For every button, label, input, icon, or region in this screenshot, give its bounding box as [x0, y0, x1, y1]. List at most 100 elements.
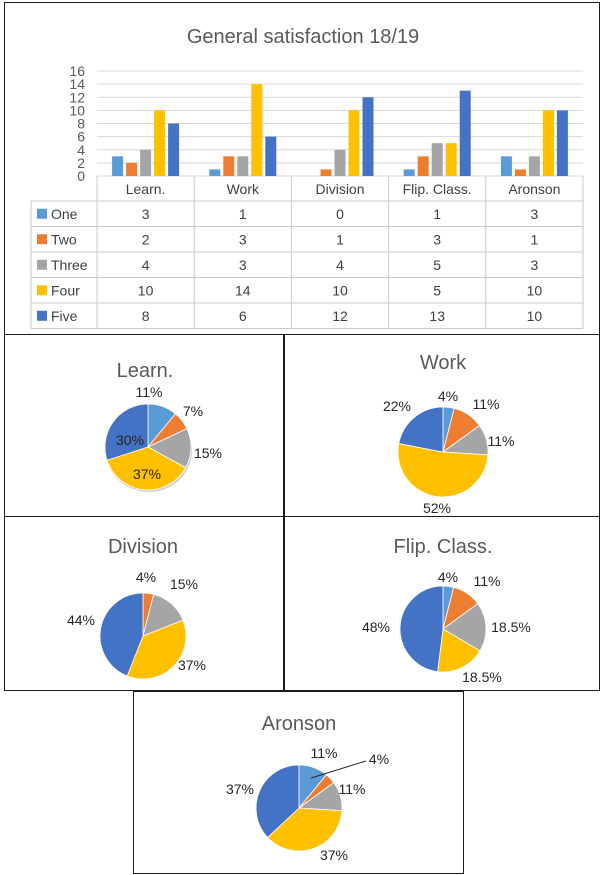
- legend-label: Five: [51, 308, 78, 324]
- category-label: Learn.: [126, 181, 166, 197]
- table-cell: 3: [531, 257, 539, 273]
- table-cell: 10: [527, 308, 543, 324]
- legend-key-five: [37, 310, 47, 321]
- pie-label-one: 4%: [438, 569, 458, 585]
- pie-label-five: 37%: [226, 781, 254, 797]
- pie-title-division: Division: [108, 536, 178, 558]
- legend-key-two: [37, 234, 47, 245]
- table-cell: 6: [239, 308, 247, 324]
- pie-slice-five: [399, 585, 444, 673]
- pie-title-work: Work: [420, 352, 467, 374]
- bar-one-1: [112, 156, 124, 176]
- bar-two-1: [126, 162, 138, 176]
- bar-one-4: [403, 169, 415, 176]
- legend-label: Two: [51, 231, 77, 247]
- table-cell: 1: [336, 231, 344, 247]
- table-cell: 3: [239, 231, 247, 247]
- table-cell: 13: [429, 308, 445, 324]
- bar-four-4: [445, 143, 457, 176]
- pie-slice-five: [255, 764, 300, 839]
- y-tick-label: 16: [69, 63, 85, 79]
- category-label: Aronson: [508, 181, 560, 197]
- pie-title-aronson: Aronson: [262, 713, 337, 735]
- bar-two-2: [223, 156, 235, 176]
- pie-slice-five: [99, 592, 144, 677]
- table-cell: 10: [138, 282, 154, 298]
- pie-label-three: 11%: [339, 781, 366, 797]
- pie-slice-four: [126, 619, 187, 680]
- pie-chart-flip-class: Flip. Class. 4% 11% 18.5% 18.5% 48%: [362, 536, 531, 685]
- bar-four-5: [542, 110, 554, 176]
- pie-label-three: 18.5%: [491, 619, 531, 635]
- table-cell: 8: [142, 308, 150, 324]
- bar-five-1: [168, 123, 180, 176]
- table-cell: 14: [235, 282, 251, 298]
- pie-slice-four: [397, 443, 489, 498]
- pie-chart-work: Work 4% 11% 11% 52% 22%: [383, 352, 515, 516]
- bar-four-1: [154, 110, 166, 176]
- pie-label-four: 37%: [133, 466, 161, 482]
- bar-five-3: [362, 97, 374, 176]
- bar-chart-panel: General satisfaction 18/19 0 2 4 6 8 10 12 14 16 L…: [4, 2, 600, 335]
- bar-two-3: [320, 169, 332, 176]
- pie-label-two: 11%: [473, 396, 500, 412]
- pie-label-four: 52%: [423, 500, 451, 516]
- bar-three-2: [237, 156, 249, 176]
- pie-label-five: 22%: [383, 398, 411, 414]
- pie-slice-four: [106, 446, 187, 491]
- bar-three-1: [140, 149, 152, 176]
- pie-division: [99, 592, 187, 680]
- pie-label-five: 48%: [362, 619, 390, 635]
- pie-label-three: 11%: [488, 433, 515, 449]
- table-cell: 1: [531, 231, 539, 247]
- pie-chart-learn: Learn. 11% 7% 15% 37% 30%: [104, 360, 222, 492]
- pie-label-two: 7%: [183, 403, 203, 419]
- table-cell: 0: [336, 206, 344, 222]
- bar-three-4: [431, 143, 443, 176]
- pie-label-two: 11%: [474, 573, 501, 589]
- bar-four-3: [348, 110, 360, 176]
- bar-five-2: [265, 136, 277, 176]
- leader-line: [310, 760, 367, 779]
- y-tick-label: 10: [69, 102, 85, 118]
- pie-slice-five: [104, 403, 149, 461]
- category-label: Division: [315, 181, 364, 197]
- pie-panel-learn: Learn. 11% 7% 15% 37% 30%: [4, 334, 284, 517]
- legend-label: One: [51, 206, 78, 222]
- legend-label: Three: [51, 257, 88, 273]
- chart-title: General satisfaction 18/19: [187, 26, 419, 48]
- pie-slice-five: [398, 406, 444, 453]
- table-cell: 12: [332, 308, 348, 324]
- y-tick-label: 8: [77, 116, 85, 132]
- table-cell: 3: [433, 231, 441, 247]
- table-cell: 1: [239, 206, 247, 222]
- category-label: Work: [227, 181, 260, 197]
- pie-label-one: 11%: [311, 745, 338, 761]
- pie-flip: [399, 585, 487, 673]
- pie-panel-work: Work 4% 11% 11% 52% 22%: [284, 334, 600, 517]
- y-tick-label: 0: [77, 168, 85, 184]
- bar-three-3: [334, 149, 346, 176]
- pie-label-four: 18.5%: [462, 669, 502, 685]
- pie-label-two: 4%: [369, 751, 389, 767]
- bar-five-5: [556, 110, 568, 176]
- pie-title-flip: Flip. Class.: [394, 536, 493, 558]
- legend-key-three: [37, 259, 47, 270]
- bar-three-5: [528, 156, 540, 176]
- table-cell: 2: [142, 231, 150, 247]
- bar-two-4: [417, 156, 429, 176]
- pie-slice-four: [267, 807, 343, 852]
- pie-slice-three: [442, 603, 487, 652]
- y-tick-label: 4: [77, 142, 85, 158]
- bar-four-2: [251, 84, 263, 176]
- legend-key-one: [37, 208, 47, 219]
- bar-chart: General satisfaction 18/190246810121416L…: [30, 26, 584, 329]
- pie-label-three: 15%: [170, 576, 198, 592]
- table-cell: 4: [142, 257, 150, 273]
- pie-label-five: 30%: [116, 432, 144, 448]
- y-tick-label: 14: [69, 76, 85, 92]
- pie-label-one: 4%: [438, 388, 458, 404]
- pie-work: [397, 406, 489, 498]
- y-tick-label: 12: [69, 89, 85, 105]
